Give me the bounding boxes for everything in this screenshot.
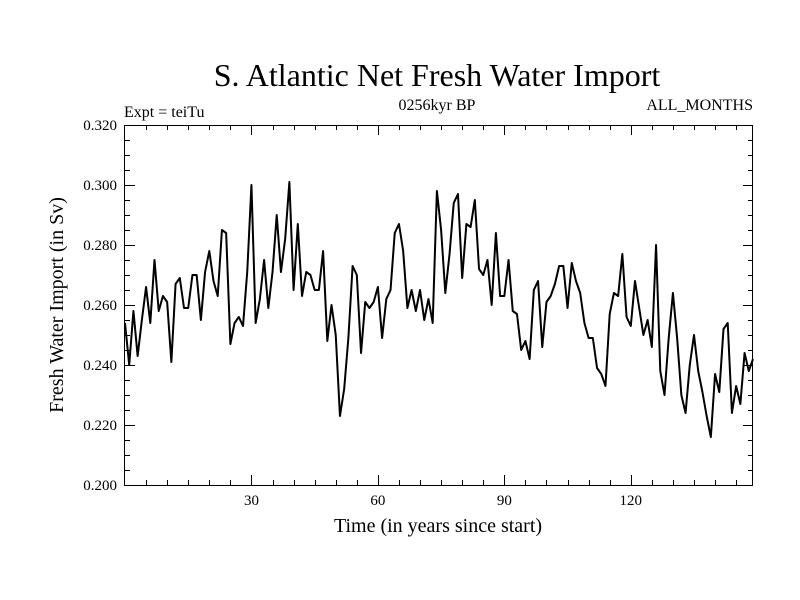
- period-label: 0256kyr BP: [399, 97, 476, 114]
- chart-title: S. Atlantic Net Fresh Water Import: [214, 57, 661, 93]
- y-tick-label: 0.300: [83, 178, 117, 194]
- y-tick-label: 0.320: [83, 118, 117, 134]
- y-tick-label: 0.280: [83, 238, 117, 254]
- y-tick-label: 0.220: [83, 418, 117, 434]
- x-axis-label: Time (in years since start): [334, 515, 542, 537]
- y-tick-labels: 0.200 0.220 0.240 0.260 0.280 0.300 0.320: [83, 118, 117, 494]
- experiment-label: Expt = teiTu: [124, 104, 204, 121]
- y-tick-label: 0.240: [83, 358, 117, 374]
- x-tick-label: 90: [497, 493, 512, 509]
- x-tick-label: 30: [244, 493, 259, 509]
- y-tick-label: 0.200: [83, 478, 117, 494]
- x-tick-labels: 30 60 90 120: [244, 493, 642, 509]
- y-axis-label: Fresh Water Import (in Sv): [46, 197, 68, 413]
- y-tick-label: 0.260: [83, 298, 117, 314]
- series-line: [124, 181, 754, 438]
- months-label: ALL_MONTHS: [646, 97, 753, 114]
- x-tick-label: 120: [620, 493, 643, 509]
- x-tick-label: 60: [370, 493, 385, 509]
